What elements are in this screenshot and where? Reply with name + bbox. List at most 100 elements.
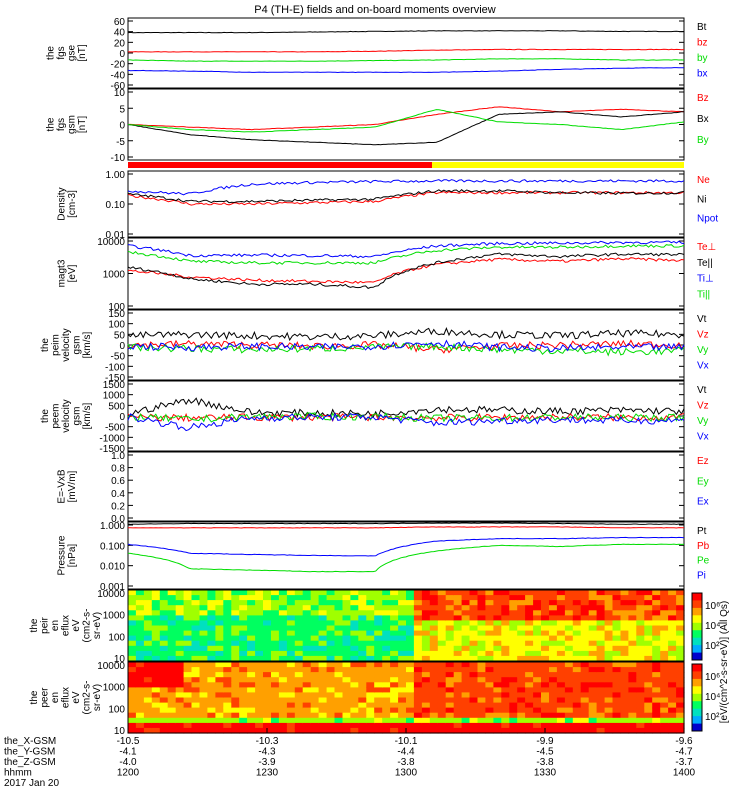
heatmap-cell bbox=[644, 707, 653, 714]
heatmap-cell bbox=[676, 645, 685, 652]
heatmap-cell bbox=[167, 610, 177, 616]
heatmap-cell bbox=[469, 672, 478, 678]
heatmap-cell bbox=[652, 625, 661, 632]
heatmap-cell bbox=[604, 717, 614, 724]
heatmap-cell bbox=[429, 672, 439, 678]
heatmap-cell bbox=[135, 722, 145, 729]
heatmap-cell bbox=[398, 645, 407, 652]
heatmap-cell bbox=[572, 650, 582, 657]
heatmap-cell bbox=[461, 707, 471, 714]
heatmap-cell bbox=[215, 600, 224, 606]
heatmap-cell bbox=[549, 640, 558, 647]
heatmap-cell bbox=[501, 697, 510, 704]
heatmap-cell bbox=[398, 672, 407, 678]
heatmap-cell bbox=[541, 722, 550, 729]
colorbar-swatch bbox=[692, 645, 702, 653]
heatmap-cell bbox=[271, 605, 280, 611]
heatmap-cell bbox=[342, 702, 351, 709]
heatmap-cell bbox=[509, 702, 518, 709]
y-axis-label: Density bbox=[57, 187, 68, 220]
heatmap-cell bbox=[541, 650, 550, 657]
heatmap-cell bbox=[167, 655, 177, 662]
heatmap-cell bbox=[175, 682, 185, 688]
heatmap-cell bbox=[223, 620, 232, 627]
heatmap-cell bbox=[517, 635, 526, 642]
heatmap-cell bbox=[636, 605, 645, 611]
legend-by: by bbox=[697, 53, 708, 64]
heatmap-cell bbox=[207, 722, 216, 729]
heatmap-cell bbox=[143, 727, 153, 734]
heatmap-cell bbox=[215, 667, 224, 673]
heatmap-cell bbox=[429, 655, 439, 662]
heatmap-cell bbox=[620, 590, 629, 596]
heatmap-cell bbox=[604, 677, 614, 683]
heatmap-cell bbox=[413, 625, 423, 632]
heatmap-cell bbox=[215, 727, 224, 734]
heatmap-cell bbox=[334, 697, 343, 704]
heatmap-cell bbox=[676, 682, 685, 688]
heatmap-cell bbox=[231, 687, 240, 694]
heatmap-cell bbox=[406, 620, 415, 627]
heatmap-cell bbox=[620, 672, 629, 678]
heatmap-cell bbox=[334, 722, 343, 729]
heatmap-cell bbox=[128, 717, 137, 724]
heatmap-cell bbox=[668, 595, 677, 601]
heatmap-cell bbox=[390, 655, 399, 662]
heatmap-cell bbox=[183, 655, 193, 662]
heatmap-cell bbox=[151, 692, 161, 699]
heatmap-cell bbox=[485, 650, 494, 657]
colorbar-tick-label: 10² bbox=[705, 641, 720, 652]
heatmap-cell bbox=[564, 667, 574, 673]
y-axis-label: [cm-3] bbox=[67, 190, 78, 218]
y-axis-label: gsm bbox=[72, 407, 83, 426]
heatmap-cell bbox=[445, 625, 455, 632]
y-axis-label: [nPa] bbox=[67, 544, 78, 568]
heatmap-cell bbox=[294, 595, 304, 601]
heatmap-cell bbox=[580, 635, 590, 642]
heatmap-cell bbox=[310, 620, 320, 627]
heatmap-cell bbox=[247, 635, 256, 642]
heatmap-cell bbox=[517, 662, 526, 668]
heatmap-cell bbox=[286, 610, 296, 616]
heatmap-cell bbox=[247, 707, 256, 714]
heatmap-cell bbox=[223, 590, 232, 596]
heatmap-cell bbox=[128, 600, 137, 606]
series-Te|| bbox=[127, 252, 685, 289]
y-tick-label: 1500 bbox=[103, 380, 126, 391]
heatmap-cell bbox=[406, 635, 415, 642]
heatmap-cell bbox=[556, 640, 566, 647]
heatmap-cell bbox=[556, 677, 566, 683]
y-axis-label: velocity bbox=[61, 328, 72, 361]
heatmap-cell bbox=[477, 682, 486, 688]
heatmap-cell bbox=[350, 610, 359, 616]
heatmap-cell bbox=[493, 650, 502, 657]
series-Vt bbox=[127, 327, 685, 342]
heatmap-cell bbox=[143, 682, 153, 688]
heatmap-cell bbox=[612, 590, 621, 596]
heatmap-cell bbox=[493, 630, 502, 637]
heatmap-cell bbox=[477, 650, 486, 657]
heatmap-cell bbox=[128, 630, 137, 637]
heatmap-cell bbox=[143, 590, 153, 596]
heatmap-cell bbox=[143, 635, 153, 642]
heatmap-cell bbox=[533, 692, 542, 699]
heatmap-cell bbox=[143, 645, 153, 652]
y-tick-label: 100 bbox=[108, 632, 125, 643]
heatmap-cell bbox=[588, 677, 598, 683]
y-tick-label: 0 bbox=[119, 341, 125, 352]
heatmap-cell bbox=[509, 640, 518, 647]
colorbar-swatch bbox=[692, 600, 702, 609]
heatmap-cell bbox=[263, 662, 272, 668]
heatmap-cell bbox=[612, 717, 621, 724]
heatmap-cell bbox=[453, 692, 463, 699]
y-tick-label: 5 bbox=[119, 104, 125, 115]
heatmap-cell bbox=[382, 697, 391, 704]
time-axis-value: -4.4 bbox=[397, 747, 415, 758]
legend-Vz: Vz bbox=[697, 330, 709, 341]
heatmap-cell bbox=[255, 677, 264, 683]
heatmap-cell bbox=[469, 717, 478, 724]
heatmap-cell bbox=[453, 717, 463, 724]
heatmap-cell bbox=[183, 590, 193, 596]
heatmap-cell bbox=[318, 620, 328, 627]
heatmap-cell bbox=[652, 615, 661, 622]
